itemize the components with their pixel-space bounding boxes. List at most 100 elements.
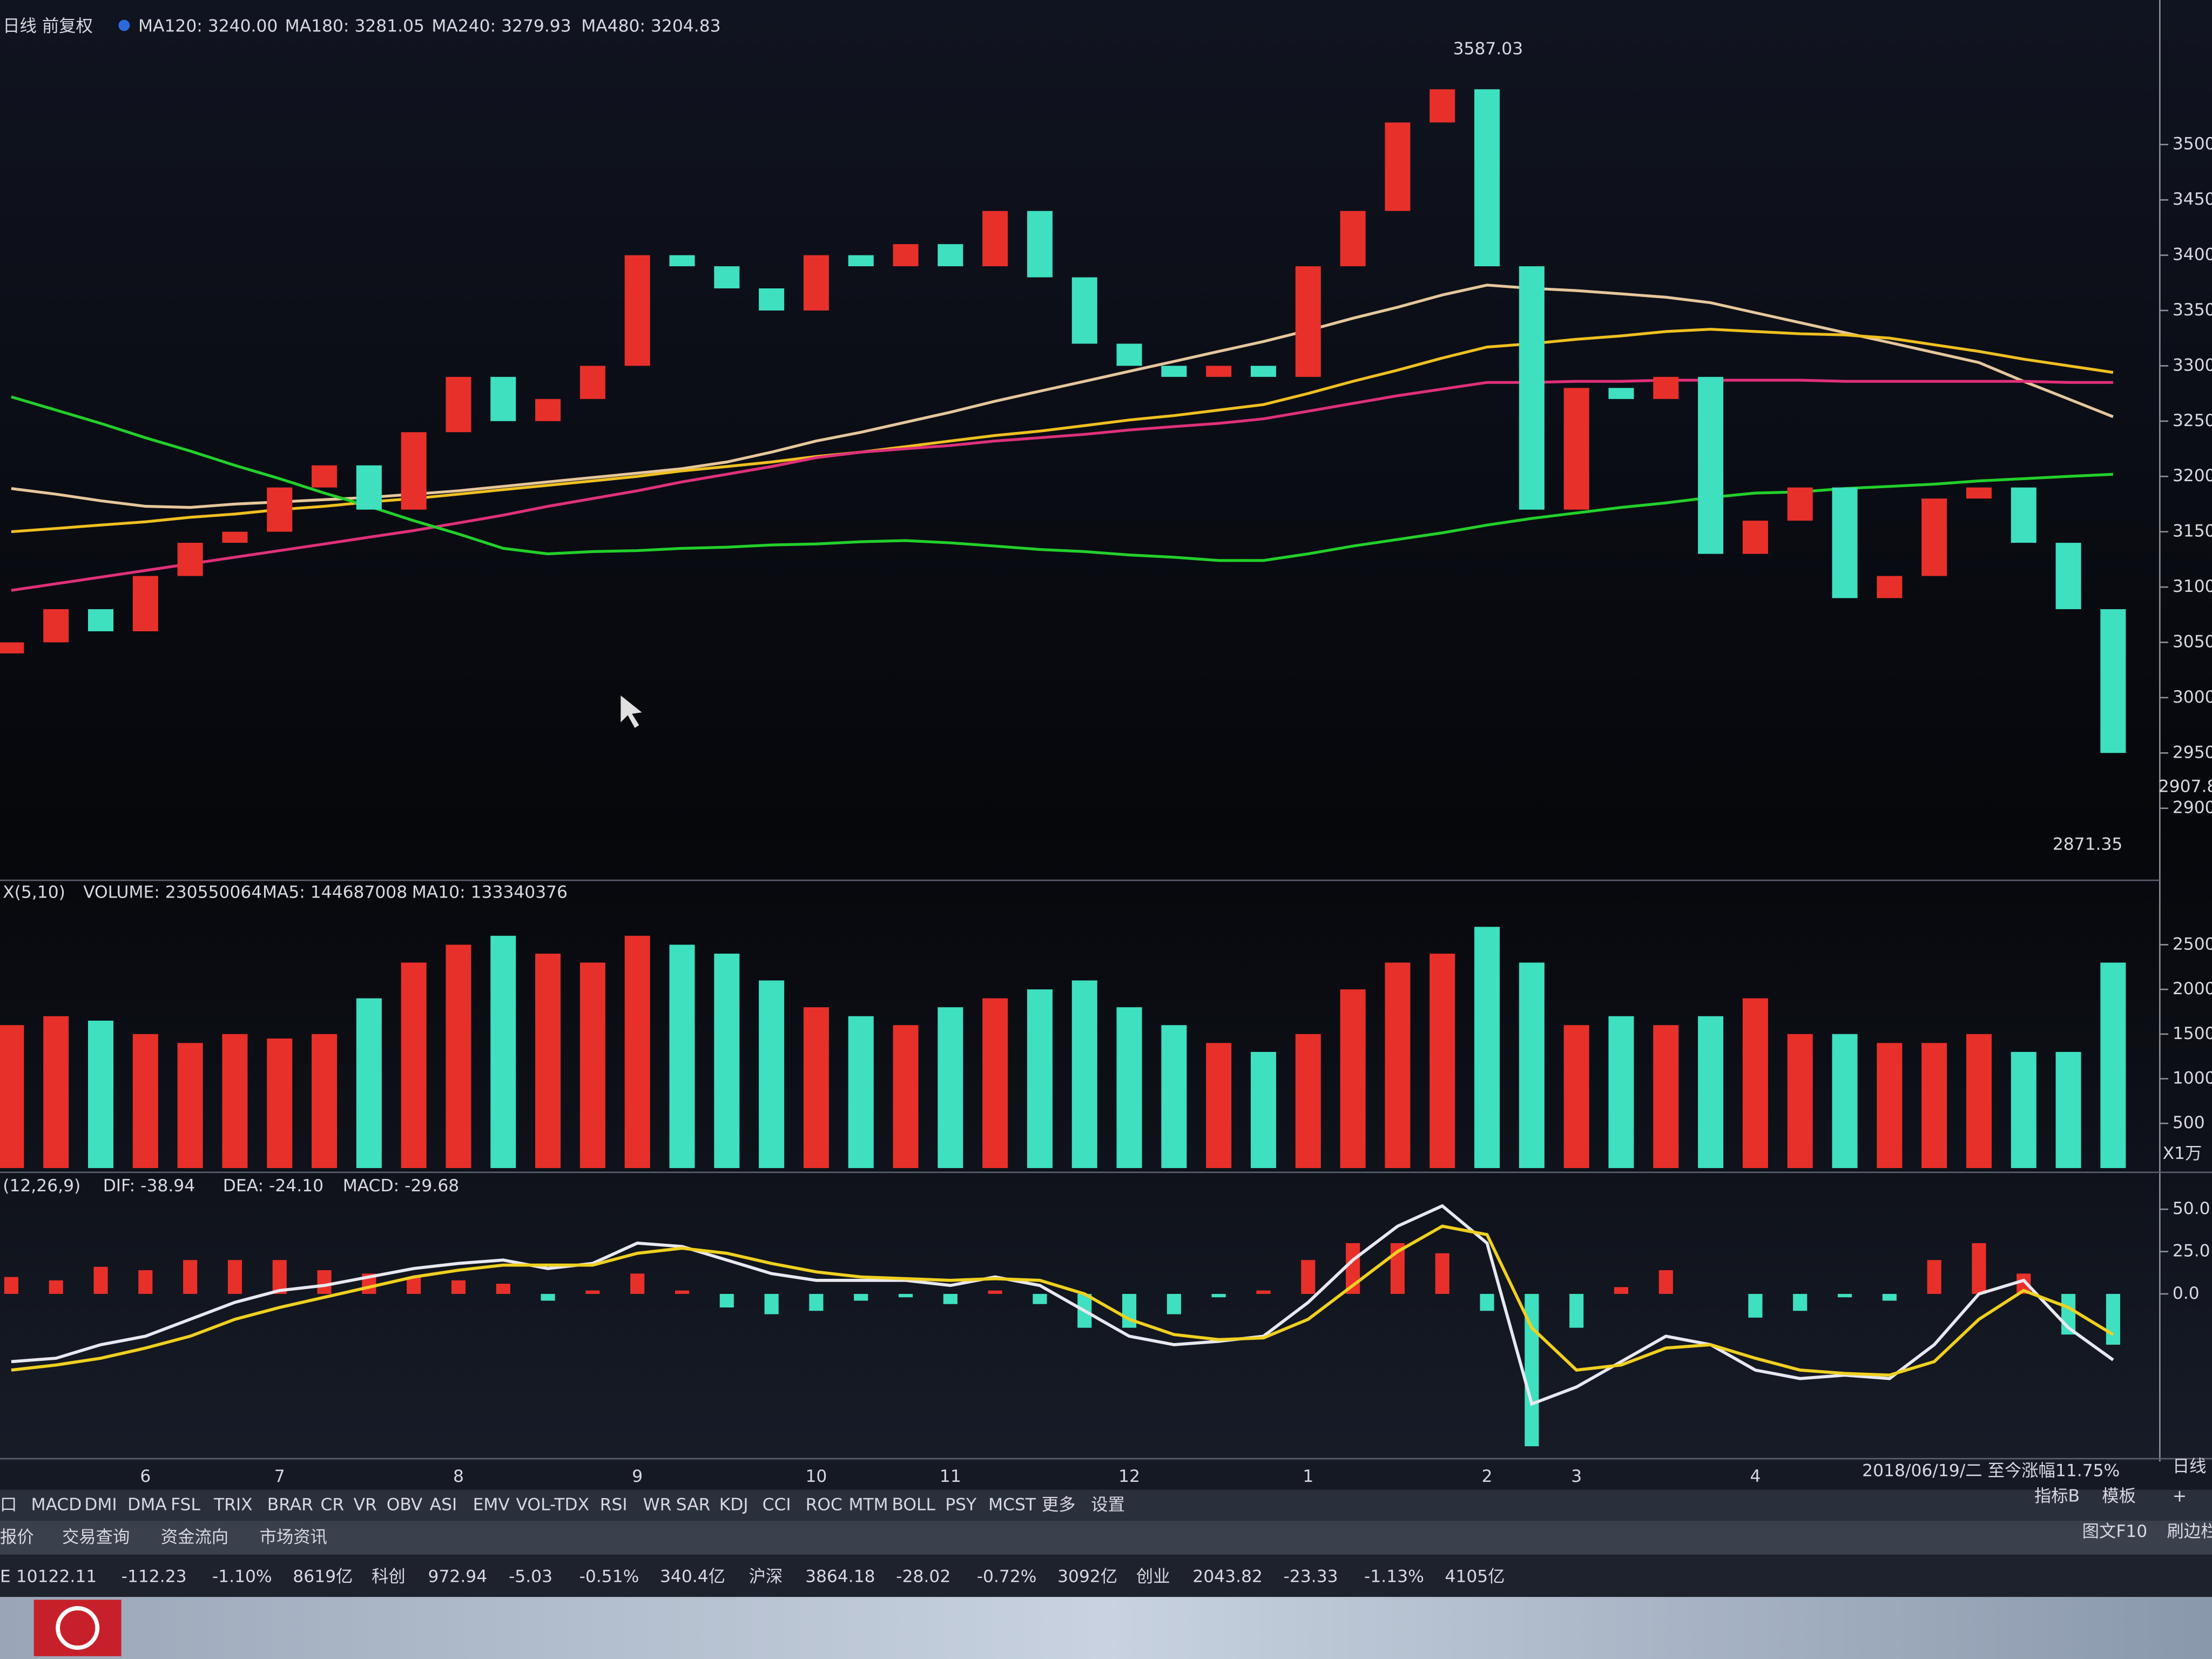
macd-bar — [1748, 1293, 1763, 1318]
y-tick-label: 3350 — [2173, 300, 2212, 320]
indicator-tab[interactable]: CR — [321, 1495, 345, 1514]
period-tab[interactable]: 日线 — [2173, 1457, 2207, 1476]
y-tick-label: 3050 — [2173, 632, 2212, 651]
nav-link[interactable]: 图文F10 — [2082, 1522, 2148, 1541]
y-tick-label: 3100 — [2173, 577, 2212, 596]
volume-bar — [1027, 989, 1053, 1168]
candle — [2100, 609, 2126, 753]
panel-tab[interactable]: 指标B — [2034, 1487, 2080, 1506]
indicator-tab[interactable]: KDJ — [719, 1495, 748, 1514]
candle — [2055, 543, 2081, 610]
macd-bar — [451, 1280, 466, 1294]
logo-mark — [56, 1606, 100, 1650]
indicator-tab[interactable]: BOLL — [892, 1495, 935, 1514]
nav-link[interactable]: 资金流向 — [161, 1527, 228, 1547]
indicator-tab[interactable]: DMI — [84, 1495, 117, 1514]
volume-bar — [2055, 1051, 2081, 1168]
macd-bar — [988, 1290, 1002, 1294]
indicator-tab[interactable]: WR — [643, 1495, 672, 1514]
indicator-tab[interactable]: MCST — [988, 1495, 1036, 1514]
panel-tab[interactable]: 模板 — [2102, 1487, 2136, 1506]
ma-legend: MA240: 3279.93 — [431, 17, 571, 36]
indicator-tab[interactable]: EMV — [473, 1495, 510, 1514]
nav-link[interactable]: 报价 — [0, 1527, 34, 1547]
indicator-tab[interactable]: RSI — [600, 1495, 628, 1514]
indicator-tab[interactable]: CCI — [763, 1495, 791, 1514]
indicator-tab[interactable]: FSL — [171, 1495, 200, 1514]
indicator-tab[interactable]: MTM — [849, 1495, 888, 1514]
index-quote: -112.23 — [122, 1567, 187, 1586]
indicator-tab[interactable]: MACD — [31, 1495, 82, 1514]
indicator-tab[interactable]: 口 — [0, 1495, 17, 1514]
range-note: 2018/06/19/二 至今涨幅11.75% — [1862, 1461, 2120, 1481]
indicator-tab[interactable]: ROC — [806, 1495, 842, 1514]
indicator-tab[interactable]: TRIX — [213, 1495, 253, 1514]
indicator-tab[interactable]: VR — [354, 1495, 377, 1514]
y-tick-label: 2900 — [2173, 798, 2212, 818]
indicator-tab[interactable]: BRAR — [267, 1495, 313, 1514]
indicator-tab[interactable]: PSY — [945, 1495, 977, 1514]
mouse-cursor — [621, 695, 642, 728]
index-quote: 3864.18 — [805, 1567, 875, 1586]
y-tick-label: 3300 — [2173, 355, 2212, 375]
status-bar — [0, 1554, 2212, 1597]
indicator-tab[interactable]: 更多 — [1042, 1495, 1076, 1514]
x-tick-label: 3 — [1571, 1467, 1582, 1486]
nav-link[interactable]: 市场资讯 — [260, 1527, 327, 1547]
index-quote: -5.03 — [509, 1567, 552, 1586]
volume-bar — [1519, 962, 1545, 1168]
x-tick-label: 9 — [632, 1467, 643, 1486]
nav-link[interactable]: 刷边栏 — [2167, 1522, 2212, 1541]
indicator-label: DIF: -38.94 — [103, 1176, 195, 1196]
macd-bar — [1301, 1260, 1316, 1294]
candle — [669, 255, 695, 267]
volume-bar — [1921, 1043, 1947, 1168]
series-line — [11, 1204, 2114, 1406]
indicator-tab[interactable]: VOL-TDX — [516, 1495, 590, 1514]
y-tick-label: 0.0 — [2173, 1284, 2200, 1303]
candle — [848, 255, 874, 267]
volume-bar — [43, 1016, 69, 1168]
price-annotation: 2907.8 — [2159, 777, 2212, 797]
indicator-label: (12,26,9) — [3, 1176, 80, 1196]
candle — [1787, 487, 1813, 521]
y-tick-label: 3450 — [2173, 190, 2212, 209]
candle — [1251, 366, 1277, 377]
indicator-tab[interactable]: 设置 — [1091, 1495, 1125, 1514]
volume-bar — [1251, 1051, 1277, 1168]
candle — [1653, 376, 1679, 399]
indicator-tab[interactable]: ASI — [430, 1495, 457, 1514]
volume-bar — [535, 953, 561, 1168]
indicator-tab[interactable]: OBV — [387, 1495, 423, 1514]
candle — [1519, 266, 1545, 510]
candle — [1295, 266, 1321, 377]
macd-bar — [2106, 1293, 2120, 1345]
candle — [938, 244, 963, 267]
index-quote: E 10122.11 — [0, 1567, 97, 1586]
indicator-tab[interactable]: DMA — [127, 1495, 167, 1514]
volume-bar — [1608, 1016, 1634, 1168]
x-tick-label: 6 — [140, 1467, 151, 1486]
indicator-label: X(5,10) — [3, 883, 65, 902]
indicator-label: MA10: 133340376 — [412, 883, 568, 902]
candle — [759, 288, 785, 311]
macd-bar — [1211, 1293, 1226, 1298]
indicator-tab[interactable]: SAR — [676, 1495, 711, 1514]
x-tick-label: 1 — [1303, 1467, 1313, 1486]
period-label: 日线 前复权 — [3, 17, 93, 36]
macd-bar — [317, 1270, 332, 1294]
panel-tab[interactable]: + — [2173, 1487, 2187, 1506]
x-tick-label: 12 — [1118, 1467, 1140, 1486]
settings-dot[interactable] — [118, 19, 130, 31]
macd-bar — [809, 1293, 824, 1311]
candle — [312, 465, 338, 488]
taskbar — [0, 1597, 2212, 1659]
index-quote: 创业 — [1136, 1567, 1170, 1586]
candle — [43, 609, 69, 643]
volume-bar — [2011, 1051, 2036, 1168]
nav-link[interactable]: 交易查询 — [62, 1527, 130, 1547]
candle — [490, 376, 516, 421]
y-tick-label: 1500 — [2173, 1024, 2212, 1043]
volume-bar — [1653, 1025, 1679, 1168]
candle — [132, 576, 158, 631]
